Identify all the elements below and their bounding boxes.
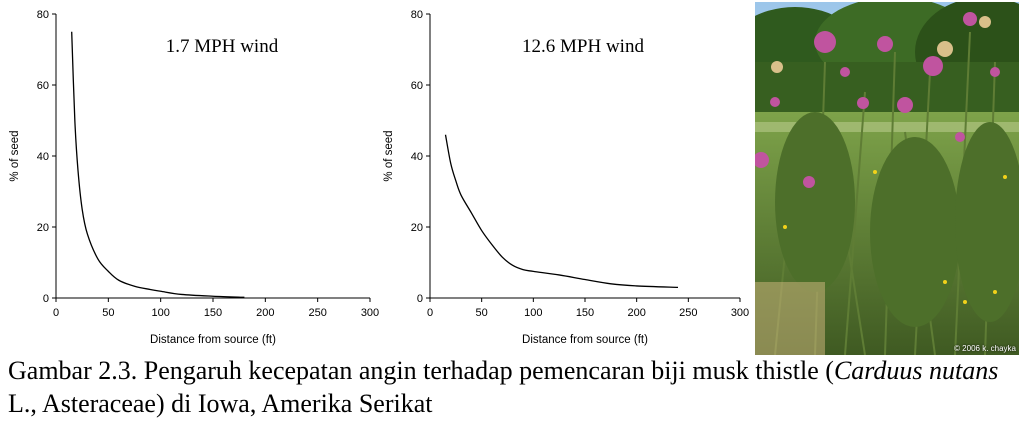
chart-1-7-mph: 0 20 40 60 80 0 50 100 150 200 250 300 Distance from… bbox=[0, 0, 380, 355]
series-line bbox=[444, 134, 679, 288]
series-line bbox=[71, 31, 245, 298]
x-tick-label: 0 bbox=[427, 307, 433, 319]
x-tick-label: 50 bbox=[476, 307, 488, 319]
x-tick-label: 150 bbox=[576, 307, 594, 319]
chart-title: 12.6 MPH wind bbox=[522, 36, 644, 57]
chart-12-6-mph: 0 20 40 60 80 0 50 100 150 200 250 300 Distance from… bbox=[380, 0, 755, 355]
y-tick-label: 80 bbox=[411, 9, 423, 21]
y-tick-label: 60 bbox=[411, 80, 423, 92]
photo-credit: © 2006 k. chayka bbox=[954, 344, 1016, 353]
y-tick-label: 0 bbox=[417, 293, 423, 305]
x-axis-title: Distance from source (ft) bbox=[150, 334, 276, 346]
x-tick-label: 0 bbox=[53, 307, 59, 319]
x-tick-label: 100 bbox=[151, 307, 169, 319]
chart-title: 1.7 MPH wind bbox=[166, 36, 279, 57]
x-tick-label: 250 bbox=[308, 307, 326, 319]
x-tick-label: 300 bbox=[731, 307, 749, 319]
y-tick-label: 20 bbox=[37, 222, 49, 234]
x-tick-label: 150 bbox=[204, 307, 222, 319]
y-axis-title: % of seed bbox=[9, 130, 21, 181]
y-tick-label: 20 bbox=[411, 222, 423, 234]
chart-svg: 0 20 40 60 80 0 50 100 150 200 250 300 Distance from… bbox=[383, 9, 749, 346]
musk-thistle-photo: © 2006 k. chayka bbox=[755, 2, 1019, 355]
x-tick-label: 200 bbox=[256, 307, 274, 319]
x-tick-label: 100 bbox=[524, 307, 542, 319]
x-tick-label: 300 bbox=[361, 307, 379, 319]
caption-text-2: L., Asteraceae) di Iowa, Amerika Serikat bbox=[8, 389, 433, 418]
y-tick-label: 40 bbox=[411, 151, 423, 163]
caption-text-1: Gambar 2.3. Pengaruh kecepatan angin ter… bbox=[8, 356, 834, 385]
chart-svg: 0 20 40 60 80 0 50 100 150 200 250 300 Distance from… bbox=[9, 9, 379, 346]
x-tick-label: 250 bbox=[679, 307, 697, 319]
y-axis-title: % of seed bbox=[383, 130, 395, 181]
caption-species: Carduus nutans bbox=[833, 356, 999, 385]
y-tick-label: 0 bbox=[43, 293, 49, 305]
figure-caption: Gambar 2.3. Pengaruh kecepatan angin ter… bbox=[8, 354, 1020, 420]
y-tick-label: 80 bbox=[37, 9, 49, 21]
x-tick-label: 200 bbox=[627, 307, 645, 319]
y-tick-label: 40 bbox=[37, 151, 49, 163]
y-tick-label: 60 bbox=[37, 80, 49, 92]
x-axis-title: Distance from source (ft) bbox=[522, 334, 648, 346]
x-tick-label: 50 bbox=[102, 307, 114, 319]
